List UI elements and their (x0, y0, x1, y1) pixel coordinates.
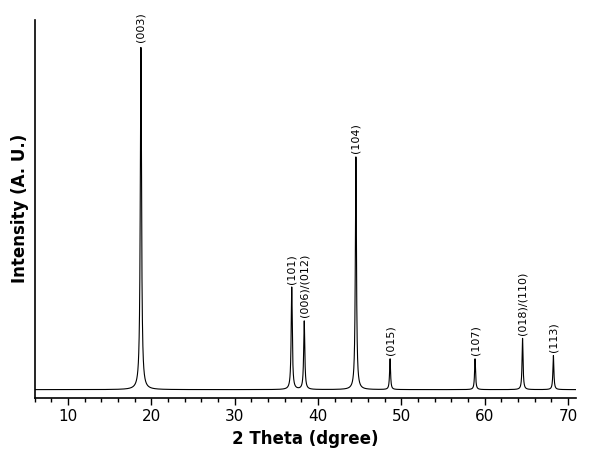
Text: (101): (101) (287, 254, 297, 284)
Text: (104): (104) (351, 123, 361, 153)
Y-axis label: Intensity (A. U.): Intensity (A. U.) (11, 134, 29, 283)
Text: (107): (107) (470, 325, 480, 355)
Text: (018)/(110): (018)/(110) (517, 272, 527, 335)
X-axis label: 2 Theta (dgree): 2 Theta (dgree) (232, 430, 379, 448)
Text: (015): (015) (385, 325, 395, 355)
Text: (113): (113) (548, 322, 558, 352)
Text: (006)/(012): (006)/(012) (299, 254, 309, 318)
Text: (003): (003) (136, 12, 146, 42)
